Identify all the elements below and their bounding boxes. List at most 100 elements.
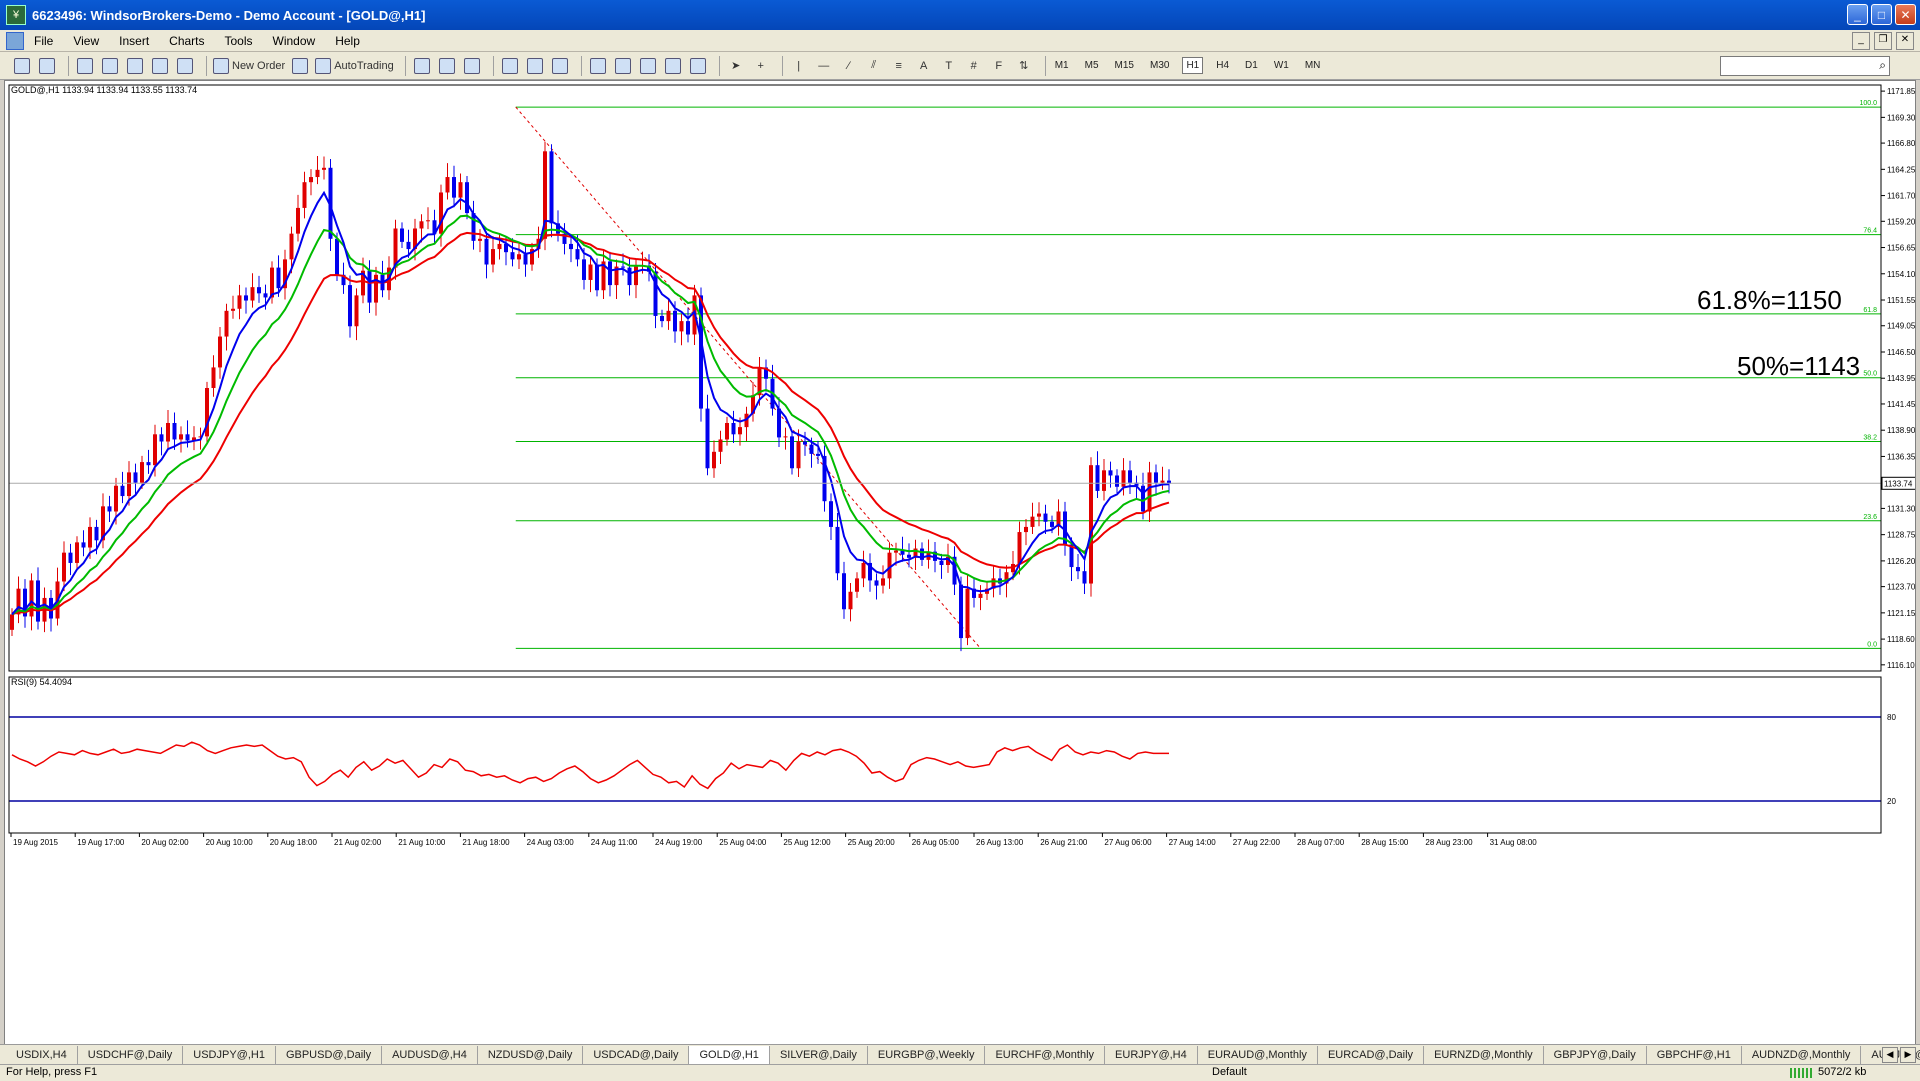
timeframe-m15[interactable]: M15 xyxy=(1114,60,1134,71)
candle-body xyxy=(153,434,157,466)
timeframe-w1[interactable]: W1 xyxy=(1273,60,1289,71)
candle-body xyxy=(452,177,456,198)
document-icon[interactable] xyxy=(6,31,24,50)
fibo-fan-button[interactable]: F xyxy=(989,56,1009,76)
maximize-button[interactable]: □ xyxy=(1871,4,1892,25)
horizontal-line-button[interactable]: — xyxy=(814,56,834,76)
candle-body xyxy=(127,472,131,497)
timeframe-m5[interactable]: M5 xyxy=(1084,60,1099,71)
current-price-label: 1133.74 xyxy=(1884,479,1913,488)
candlesticks-button[interactable] xyxy=(437,56,457,76)
fibo-retracement-button[interactable]: ≡ xyxy=(889,56,909,76)
data-window-button[interactable] xyxy=(125,56,145,76)
zoom-in-button[interactable] xyxy=(500,56,520,76)
line-chart-button[interactable] xyxy=(462,56,482,76)
symbol-tab[interactable]: GOLD@,H1 xyxy=(689,1045,770,1064)
timeframe-h4[interactable]: H4 xyxy=(1216,60,1230,71)
timeframe-m1[interactable]: M1 xyxy=(1054,60,1069,71)
autotrading-button[interactable]: AutoTrading xyxy=(315,56,394,76)
symbol-tab[interactable]: GBPUSD@,Daily xyxy=(276,1045,383,1064)
rsi-pane-border xyxy=(8,676,1882,834)
profiles-button[interactable] xyxy=(37,56,57,76)
symbol-tab[interactable]: EURAUD@,Monthly xyxy=(1198,1045,1318,1064)
zoom-out-button[interactable] xyxy=(525,56,545,76)
candle-body xyxy=(1089,465,1093,584)
timeframe-d1[interactable]: D1 xyxy=(1245,60,1258,71)
equidistant-channel-button[interactable]: ⫽ xyxy=(864,56,884,76)
candle-body xyxy=(699,295,703,409)
symbol-tab[interactable]: AUDNZD@,Monthly xyxy=(1742,1045,1862,1064)
candle-body xyxy=(881,578,885,586)
menu-charts[interactable]: Charts xyxy=(169,33,205,48)
indicators-button[interactable] xyxy=(638,56,658,76)
search-icon[interactable]: ⌕ xyxy=(1879,58,1886,72)
new-chart-button[interactable] xyxy=(12,56,32,76)
symbol-tab[interactable]: SILVER@,Daily xyxy=(770,1045,868,1064)
menu-insert[interactable]: Insert xyxy=(119,33,150,48)
candle-body xyxy=(634,266,638,286)
crosshair-button[interactable]: + xyxy=(751,56,771,76)
menu-file[interactable]: File xyxy=(34,33,54,48)
gann-button[interactable]: # xyxy=(964,56,984,76)
arrows-button[interactable]: ⇅ xyxy=(1014,56,1034,76)
market-watch-button[interactable] xyxy=(75,56,95,76)
menu-tools[interactable]: Tools xyxy=(224,33,253,48)
candle-body xyxy=(582,259,586,280)
chart-shift-button[interactable] xyxy=(613,56,633,76)
mdi-close-button[interactable]: ✕ xyxy=(1896,32,1914,50)
mdi-minimize-button[interactable]: _ xyxy=(1852,32,1870,50)
symbol-tab[interactable]: NZDUSD@,Daily xyxy=(478,1045,584,1064)
menu-help[interactable]: Help xyxy=(335,33,360,48)
profiles-icon xyxy=(39,57,55,74)
mdi-restore-button[interactable]: ❐ xyxy=(1874,32,1892,50)
symbol-tab[interactable]: USDCHF@,Daily xyxy=(78,1045,184,1064)
metaeditor-button[interactable] xyxy=(290,56,310,76)
minimize-button[interactable]: _ xyxy=(1847,4,1868,25)
vertical-line-button[interactable]: | xyxy=(789,56,809,76)
text-button[interactable]: A xyxy=(914,56,934,76)
tester-button[interactable] xyxy=(175,56,195,76)
tab-scroll-left-button[interactable]: ◀ xyxy=(1882,1047,1898,1063)
symbol-tab[interactable]: EURCAD@,Daily xyxy=(1318,1045,1425,1064)
candle-body xyxy=(62,552,66,582)
menu-window[interactable]: Window xyxy=(272,33,316,48)
text-label-button[interactable]: T xyxy=(939,56,959,76)
terminal-button[interactable] xyxy=(150,56,170,76)
navigator-button[interactable] xyxy=(100,56,120,76)
symbol-tab[interactable]: AUDUSD@,H4 xyxy=(382,1045,478,1064)
cursor-button[interactable]: ➤ xyxy=(726,56,746,76)
time-tick-label: 28 Aug 15:00 xyxy=(1361,838,1409,847)
timeframe-mn[interactable]: MN xyxy=(1304,60,1321,71)
symbol-tab[interactable]: EURNZD@,Monthly xyxy=(1424,1045,1544,1064)
new-order-button[interactable]: New Order xyxy=(213,56,285,76)
auto-scroll-button[interactable] xyxy=(588,56,608,76)
timeframe-h1[interactable]: H1 xyxy=(1182,57,1204,74)
symbol-tab[interactable]: EURJPY@,H4 xyxy=(1105,1045,1198,1064)
candle-body xyxy=(68,552,73,563)
fib-level-label: 76.4 xyxy=(1863,228,1877,235)
candle-body xyxy=(1134,482,1139,486)
price-chart[interactable]: 100.0 76.4 61.8 50.0 38.2 23.6 0.0 1171.85 1169… xyxy=(5,81,1917,1045)
candle-body xyxy=(231,308,235,311)
tab-scroll-right-button[interactable]: ▶ xyxy=(1900,1047,1916,1063)
symbol-tab[interactable]: USDCAD@,Daily xyxy=(583,1045,690,1064)
search-input[interactable]: ⌕ xyxy=(1720,56,1890,76)
tile-windows-button[interactable] xyxy=(550,56,570,76)
time-tick-label: 19 Aug 17:00 xyxy=(77,838,125,847)
timeframe-m30[interactable]: M30 xyxy=(1149,60,1170,71)
periods-button[interactable] xyxy=(663,56,683,76)
trendline-button[interactable]: ∕ xyxy=(839,56,859,76)
bar-chart-button[interactable] xyxy=(412,56,432,76)
candle-body xyxy=(328,167,333,239)
symbol-tab[interactable]: USDIX,H4 xyxy=(6,1045,78,1064)
menu-view[interactable]: View xyxy=(73,33,100,48)
symbol-tab[interactable]: USDJPY@,H1 xyxy=(183,1045,276,1064)
templates-button[interactable] xyxy=(688,56,708,76)
candle-body xyxy=(822,455,827,502)
symbol-tab[interactable]: GBPCHF@,H1 xyxy=(1647,1045,1742,1064)
chart-window[interactable]: 100.0 76.4 61.8 50.0 38.2 23.6 0.0 1171.85 1169… xyxy=(4,80,1917,1046)
symbol-tab[interactable]: EURCHF@,Monthly xyxy=(985,1045,1106,1064)
symbol-tab[interactable]: GBPJPY@,Daily xyxy=(1544,1045,1647,1064)
close-button[interactable]: ✕ xyxy=(1895,4,1916,25)
symbol-tab[interactable]: EURGBP@,Weekly xyxy=(868,1045,986,1064)
